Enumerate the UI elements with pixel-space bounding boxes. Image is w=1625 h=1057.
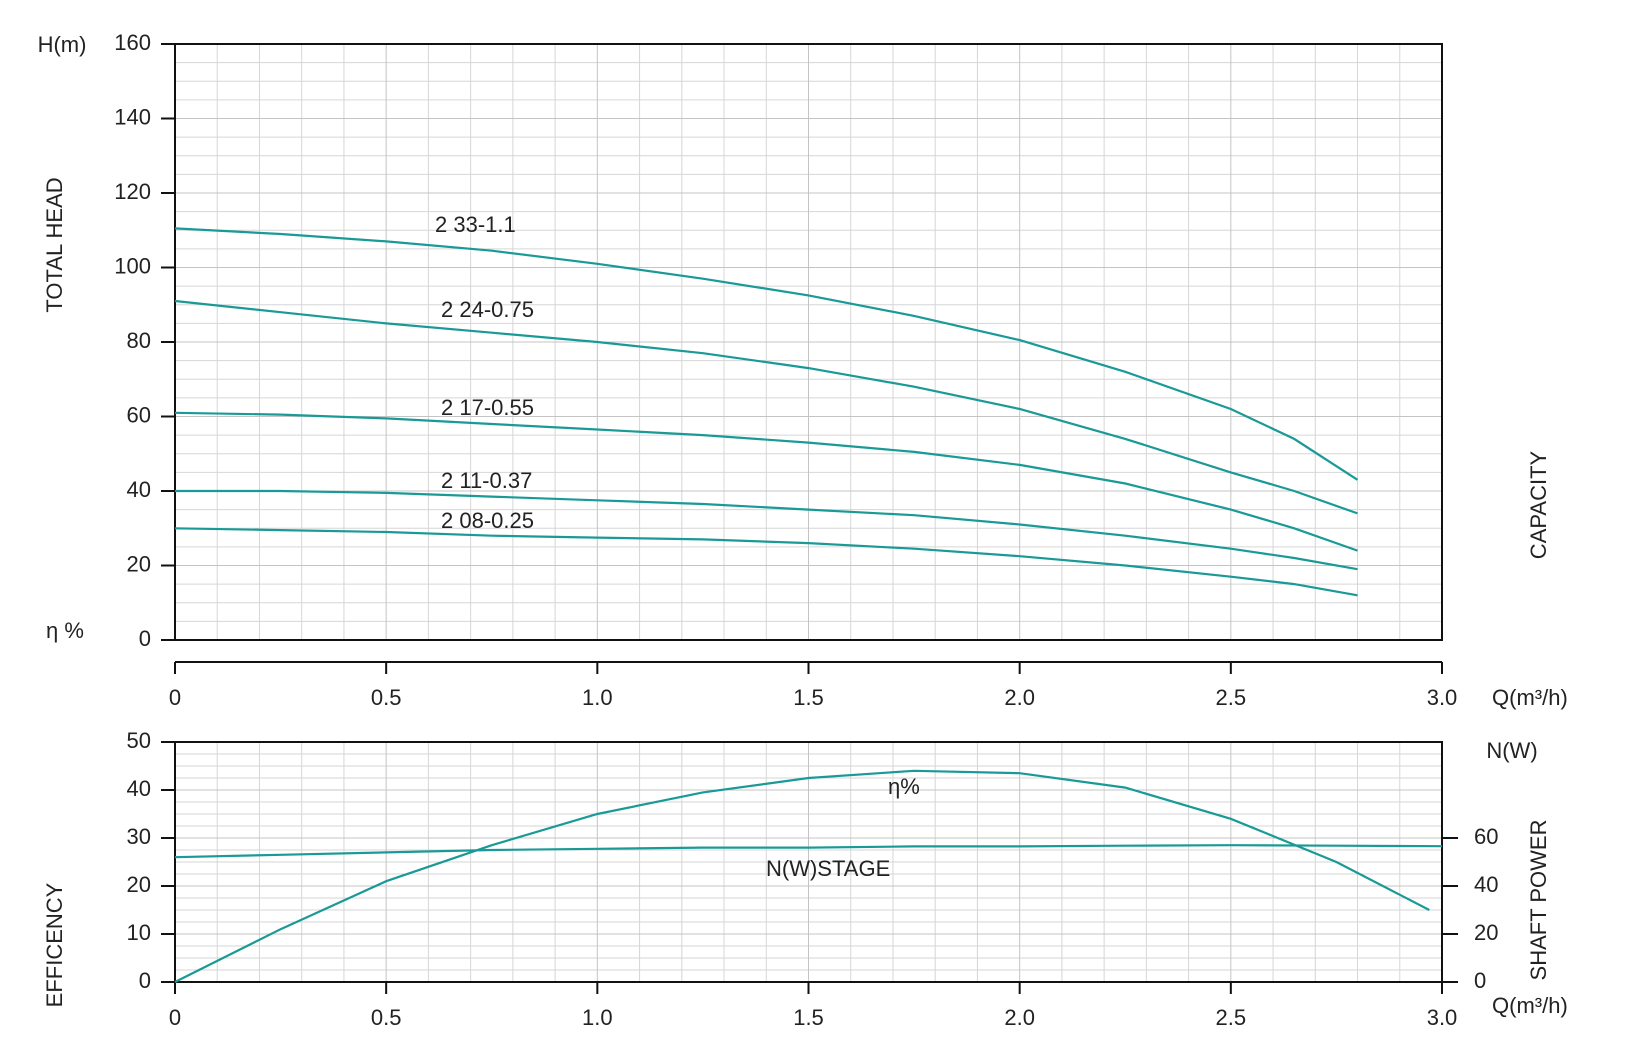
x-tick-label: 1.5: [793, 1005, 824, 1030]
curve: [175, 489, 1358, 571]
y-tick-label: 60: [127, 402, 151, 427]
curve-label: 2 08-0.25: [441, 508, 534, 533]
curve: [174, 844, 1443, 859]
x-axis-title: Q(m³/h): [1492, 993, 1568, 1018]
y-tick-label: 100: [114, 253, 151, 278]
x-tick-label: 2.0: [1004, 1005, 1035, 1030]
y-tick-label: 120: [114, 179, 151, 204]
x-tick-label: 1.5: [793, 685, 824, 710]
x-tick-label: 0: [169, 685, 181, 710]
y-tick-label: 80: [127, 328, 151, 353]
x-tick-label: 0.5: [371, 1005, 402, 1030]
x-tick-label: 1.0: [582, 1005, 613, 1030]
curve-label: η%: [888, 774, 920, 799]
y-axis-title: EFFICENCY: [42, 882, 67, 1007]
y-tick-label: 0: [139, 626, 151, 651]
x-tick-label: 0: [169, 1005, 181, 1030]
y-tick-label: 40: [127, 776, 151, 801]
y-tick-label: 20: [127, 551, 151, 576]
y-tick-label: 140: [114, 104, 151, 129]
y-tick-label: 50: [127, 728, 151, 753]
curve: [174, 227, 1359, 481]
y2-tick-label: 20: [1474, 920, 1498, 945]
curve-label: N(W)STAGE: [766, 856, 890, 881]
y2-tick-label: 40: [1474, 872, 1498, 897]
x-tick-label: 0.5: [371, 685, 402, 710]
curve-label: 2 24-0.75: [441, 297, 534, 322]
y-tick-label: 20: [127, 872, 151, 897]
y-unit: η %: [46, 618, 84, 643]
y-tick-label: 30: [127, 824, 151, 849]
x-axis-title: Q(m³/h): [1492, 685, 1568, 710]
y-tick-label: 160: [114, 30, 151, 55]
y2-tick-label: 60: [1474, 824, 1498, 849]
x-tick-label: 3.0: [1427, 1005, 1458, 1030]
curve: [174, 769, 1430, 983]
y-axis-title: TOTAL HEAD: [42, 177, 67, 312]
x-tick-label: 1.0: [582, 685, 613, 710]
y-unit: H(m): [38, 32, 87, 57]
y-tick-label: 10: [127, 920, 151, 945]
x-tick-label: 2.5: [1216, 1005, 1247, 1030]
x-tick-label: 2.0: [1004, 685, 1035, 710]
curve-label: 2 11-0.37: [441, 468, 532, 493]
curve: [174, 411, 1358, 552]
curve-label: 2 17-0.55: [441, 395, 534, 420]
curve: [174, 527, 1358, 597]
right-title: CAPACITY: [1526, 450, 1551, 559]
y2-axis-title: SHAFT POWER: [1526, 820, 1551, 981]
x-tick-label: 3.0: [1427, 685, 1458, 710]
x-tick-label: 2.5: [1216, 685, 1247, 710]
y-tick-label: 40: [127, 477, 151, 502]
y2-tick-label: 0: [1474, 968, 1486, 993]
curve-label: 2 33-1.1: [435, 212, 516, 237]
y-tick-label: 0: [139, 968, 151, 993]
curve: [174, 299, 1358, 515]
y2-unit: N(W): [1486, 738, 1537, 763]
